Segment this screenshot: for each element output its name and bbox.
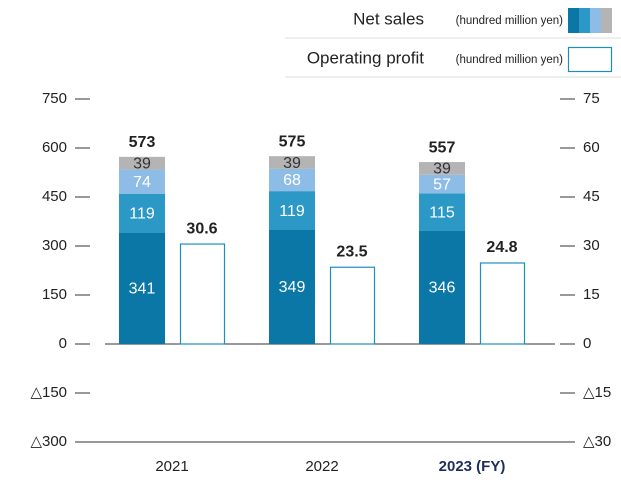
bar-segment <box>119 193 165 233</box>
bar-segment <box>119 169 165 194</box>
y-tick-label: 750 <box>42 90 67 107</box>
data-label: 23.5 <box>336 243 367 260</box>
y2-tick-label: 0 <box>583 335 591 352</box>
data-label: 57 <box>433 176 451 193</box>
y-tick-label: 450 <box>42 188 67 205</box>
data-label: 39 <box>133 155 151 172</box>
y-tick-label: 300 <box>42 237 67 254</box>
x-tick-label: 2022 <box>305 458 338 475</box>
bar <box>479 262 526 345</box>
total-label: 573 <box>129 134 156 151</box>
y2-tick-label: △15 <box>583 384 611 401</box>
bar-segment <box>419 174 465 194</box>
bar <box>179 243 226 345</box>
bar-segment <box>419 230 465 344</box>
y2-tick-label: 15 <box>583 286 600 303</box>
data-label: 30.6 <box>186 220 217 237</box>
data-label: 119 <box>279 203 305 220</box>
bar <box>329 266 376 345</box>
x-tick-label: 2023 (FY) <box>439 458 506 475</box>
data-label: 39 <box>283 155 301 172</box>
y2-tick-label: 30 <box>583 237 600 254</box>
bar-segment <box>419 193 465 231</box>
bar-segment <box>419 162 465 175</box>
bar-segment <box>269 168 315 192</box>
legend-label: Operating profit <box>307 48 424 67</box>
bar-segment <box>269 191 315 230</box>
legend-swatch <box>579 8 590 33</box>
y2-tick-label: 75 <box>583 90 600 107</box>
data-label: 68 <box>283 172 301 189</box>
y2-tick-label: 60 <box>583 139 600 156</box>
data-label: 119 <box>129 205 155 222</box>
y2-tick-label: △30 <box>583 433 611 450</box>
y-tick-label: 600 <box>42 139 67 156</box>
data-label: 349 <box>279 279 306 296</box>
legend-swatch <box>567 46 613 73</box>
legend-label: Net sales <box>353 9 424 28</box>
bar-segment <box>119 156 165 170</box>
total-label: 557 <box>429 139 456 156</box>
y-tick-label: △150 <box>30 384 67 401</box>
data-label: 115 <box>429 204 455 221</box>
y-tick-label: △300 <box>30 433 67 450</box>
x-tick-label: 2021 <box>155 458 188 475</box>
legend-swatch <box>601 8 612 33</box>
y-tick-label: 0 <box>59 335 67 352</box>
legend-unit: (hundred million yen) <box>456 15 564 27</box>
y2-tick-label: 45 <box>583 188 600 205</box>
data-label: 74 <box>133 174 151 191</box>
data-label: 341 <box>129 281 156 298</box>
bar-segment <box>269 229 315 344</box>
legend-unit: (hundred million yen) <box>456 54 564 66</box>
bar-segment <box>269 156 315 169</box>
total-label: 575 <box>279 133 306 150</box>
data-label: 39 <box>433 161 451 178</box>
legend-swatch <box>590 8 601 33</box>
data-label: 24.8 <box>486 239 517 256</box>
y-tick-label: 150 <box>42 286 67 303</box>
data-label: 346 <box>429 280 456 297</box>
legend-swatch <box>568 8 579 33</box>
bar-segment <box>119 232 165 344</box>
